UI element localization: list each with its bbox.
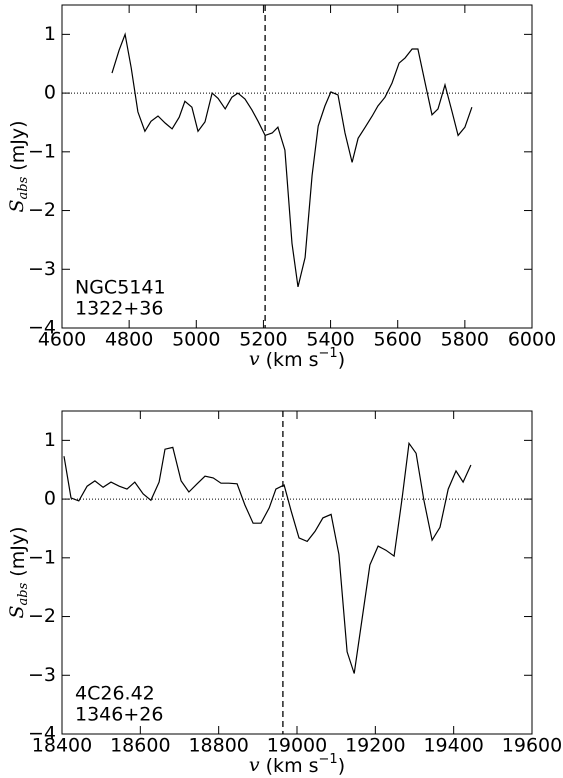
x-tick-label: 18600 (110, 735, 170, 757)
y-label-subscript: abs (16, 176, 31, 199)
x-label-symbol: v (249, 754, 260, 776)
x-tick-label: 5800 (441, 329, 489, 351)
x-label-close: ) (338, 755, 345, 777)
x-label-unit: (km s (260, 755, 319, 777)
x-tick-label: 5000 (172, 329, 220, 351)
y-axis-label: Sabs (mJy) (6, 120, 31, 212)
source-label: 1346+26 (75, 704, 163, 726)
source-label: NGC5141 (75, 277, 166, 299)
x-tick-label: 19200 (345, 735, 405, 757)
y-label-unit: (mJy) (7, 526, 29, 582)
x-tick-label: 6000 (508, 329, 556, 351)
y-tick-label: −4 (28, 317, 56, 339)
y-label-symbol: S (6, 605, 28, 618)
x-label-close: ) (338, 349, 345, 371)
x-tick-label: 5600 (374, 329, 422, 351)
y-tick-label: 1 (44, 429, 56, 451)
y-tick-label: −1 (28, 546, 56, 568)
y-tick-label: 0 (44, 82, 56, 104)
y-tick-label: 0 (44, 488, 56, 510)
x-tick-label: 18800 (188, 735, 248, 757)
x-tick-label: 5400 (306, 329, 354, 351)
spectrum-line (63, 441, 472, 674)
x-tick-label: 19600 (502, 735, 562, 757)
axes-frame (61, 4, 533, 329)
x-label-exponent: −1 (319, 346, 338, 361)
x-tick-label: 4800 (105, 329, 153, 351)
y-tick-label: 1 (44, 23, 56, 45)
x-label-unit: (km s (260, 349, 319, 371)
y-tick-label: −3 (28, 258, 56, 280)
x-tick-label: 19400 (423, 735, 483, 757)
x-tick-label: 5200 (239, 329, 287, 351)
x-label-symbol: v (249, 348, 260, 370)
x-axis-label: v (km s−1) (249, 752, 345, 777)
x-tick-label: 4600 (38, 329, 86, 351)
y-tick-label: −3 (28, 664, 56, 686)
x-axis-label: v (km s−1) (249, 346, 345, 371)
y-label-subscript: abs (16, 582, 31, 605)
spectrum-line (111, 32, 473, 288)
source-label: 1322+36 (75, 298, 163, 320)
x-label-exponent: −1 (319, 752, 338, 767)
y-label-symbol: S (6, 199, 28, 212)
x-tick-label: 18400 (32, 735, 92, 757)
y-tick-label: −2 (28, 199, 56, 221)
y-tick-label: −1 (28, 140, 56, 162)
y-tick-label: −4 (28, 723, 56, 745)
y-tick-label: −2 (28, 605, 56, 627)
x-tick-label: 19000 (267, 735, 327, 757)
y-label-unit: (mJy) (7, 120, 29, 176)
y-axis-label: Sabs (mJy) (6, 526, 31, 618)
source-label: 4C26.42 (75, 683, 155, 705)
